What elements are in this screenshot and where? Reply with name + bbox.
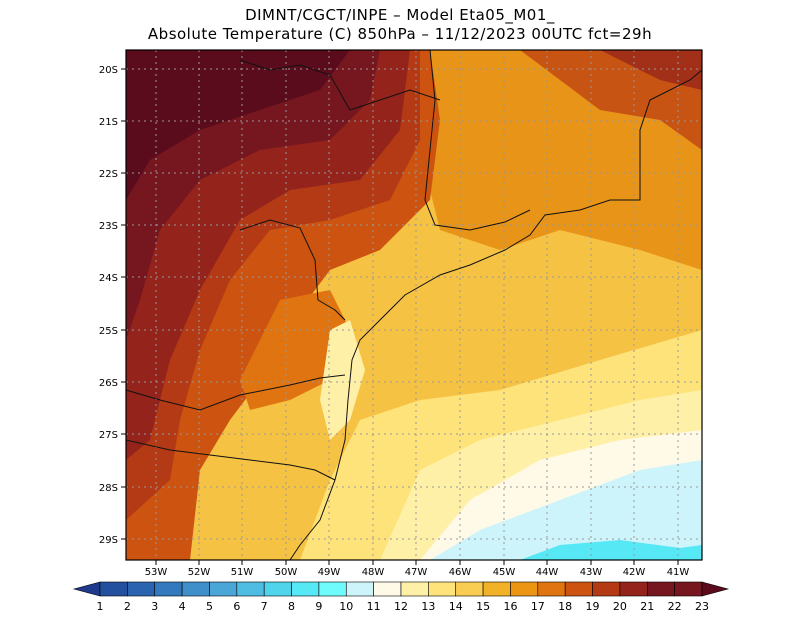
colorbar-label: 11 <box>367 600 381 613</box>
longitude-labels: 53W 52W 51W 50W 49W 48W 47W 46W 45W 44W … <box>145 567 690 578</box>
latitude-labels: 20S 21S 22S 23S 24S 25S 26S 27S 28S 29S <box>99 65 118 546</box>
colorbar-label: 21 <box>640 600 654 613</box>
colorbar-arrow-right <box>701 581 730 597</box>
lat-label: 24S <box>99 273 118 284</box>
colorbar-label: 18 <box>558 600 572 613</box>
lat-label: 28S <box>99 483 118 494</box>
map-frame <box>125 49 703 561</box>
colorbar-label: 22 <box>668 600 682 613</box>
colorbar-swatch <box>318 581 347 597</box>
colorbar-swatch <box>482 581 511 597</box>
lon-label: 45W <box>493 567 516 578</box>
lon-label: 53W <box>145 567 168 578</box>
colorbar-label: 8 <box>288 600 295 613</box>
colorbar-swatch <box>209 581 238 597</box>
colorbar-swatch <box>646 581 675 597</box>
colorbar-swatch <box>674 581 703 597</box>
colorbar-label: 15 <box>476 600 490 613</box>
lon-label: 46W <box>449 567 472 578</box>
graticule <box>126 50 702 560</box>
lat-label: 25S <box>99 326 118 337</box>
colorbar-label: 14 <box>449 600 463 613</box>
colorbar-swatch <box>592 581 621 597</box>
lon-label: 43W <box>580 567 603 578</box>
colorbar-swatch <box>263 581 292 597</box>
colorbar-label: 17 <box>531 600 545 613</box>
lon-label: 42W <box>623 567 646 578</box>
lon-label: 48W <box>362 567 385 578</box>
colorbar-swatch <box>236 581 265 597</box>
colorbar-label: 23 <box>695 600 709 613</box>
colorbar-swatch <box>154 581 183 597</box>
lat-label: 20S <box>99 65 118 76</box>
colorbar-swatch <box>373 581 402 597</box>
lat-label: 27S <box>99 430 118 441</box>
lon-label: 49W <box>318 567 341 578</box>
colorbar-label: 9 <box>315 600 322 613</box>
lat-label: 26S <box>99 378 118 389</box>
title-line-2: Absolute Temperature (C) 850hPa – 11/12/… <box>147 25 653 43</box>
colorbar-label: 3 <box>151 600 158 613</box>
lat-label: 22S <box>99 169 118 180</box>
colorbar-swatch <box>181 581 210 597</box>
colorbar-label: 16 <box>503 600 517 613</box>
colorbar: 1 2 3 4 5 6 7 8 9 10 11 12 13 14 15 16 17 18 19 20 21 22 23 <box>72 581 730 613</box>
lat-label: 23S <box>99 221 118 232</box>
colorbar-label: 13 <box>421 600 435 613</box>
lat-label: 21S <box>99 117 118 128</box>
lon-label: 52W <box>188 567 211 578</box>
temperature-field <box>126 50 702 560</box>
lon-label: 47W <box>405 567 428 578</box>
lon-label: 51W <box>231 567 254 578</box>
lon-label: 50W <box>275 567 298 578</box>
colorbar-swatch <box>127 581 156 597</box>
lon-label: 44W <box>536 567 559 578</box>
colorbar-label: 6 <box>233 600 240 613</box>
colorbar-swatch <box>564 581 593 597</box>
colorbar-label: 19 <box>586 600 600 613</box>
colorbar-label: 12 <box>394 600 408 613</box>
colorbar-label: 4 <box>179 600 186 613</box>
colorbar-swatch <box>510 581 539 597</box>
colorbar-swatch <box>428 581 457 597</box>
colorbar-label: 2 <box>124 600 131 613</box>
colorbar-label: 10 <box>339 600 353 613</box>
title-line-1: DIMNT/CGCT/INPE – Model Eta05_M01_ <box>245 6 555 24</box>
colorbar-label: 7 <box>261 600 268 613</box>
lat-label: 29S <box>99 535 118 546</box>
colorbar-swatch <box>291 581 320 597</box>
colorbar-label: 5 <box>206 600 213 613</box>
colorbar-swatch <box>455 581 484 597</box>
colorbar-arrow-left <box>72 581 101 597</box>
coastline-borders <box>126 50 702 560</box>
colorbar-swatch <box>537 581 566 597</box>
axis-ticks <box>121 68 679 565</box>
lon-label: 41W <box>667 567 690 578</box>
colorbar-swatch <box>619 581 648 597</box>
colorbar-swatch <box>345 581 374 597</box>
colorbar-label: 1 <box>97 600 104 613</box>
colorbar-label: 20 <box>613 600 627 613</box>
colorbar-swatch <box>400 581 429 597</box>
colorbar-swatch <box>99 581 128 597</box>
